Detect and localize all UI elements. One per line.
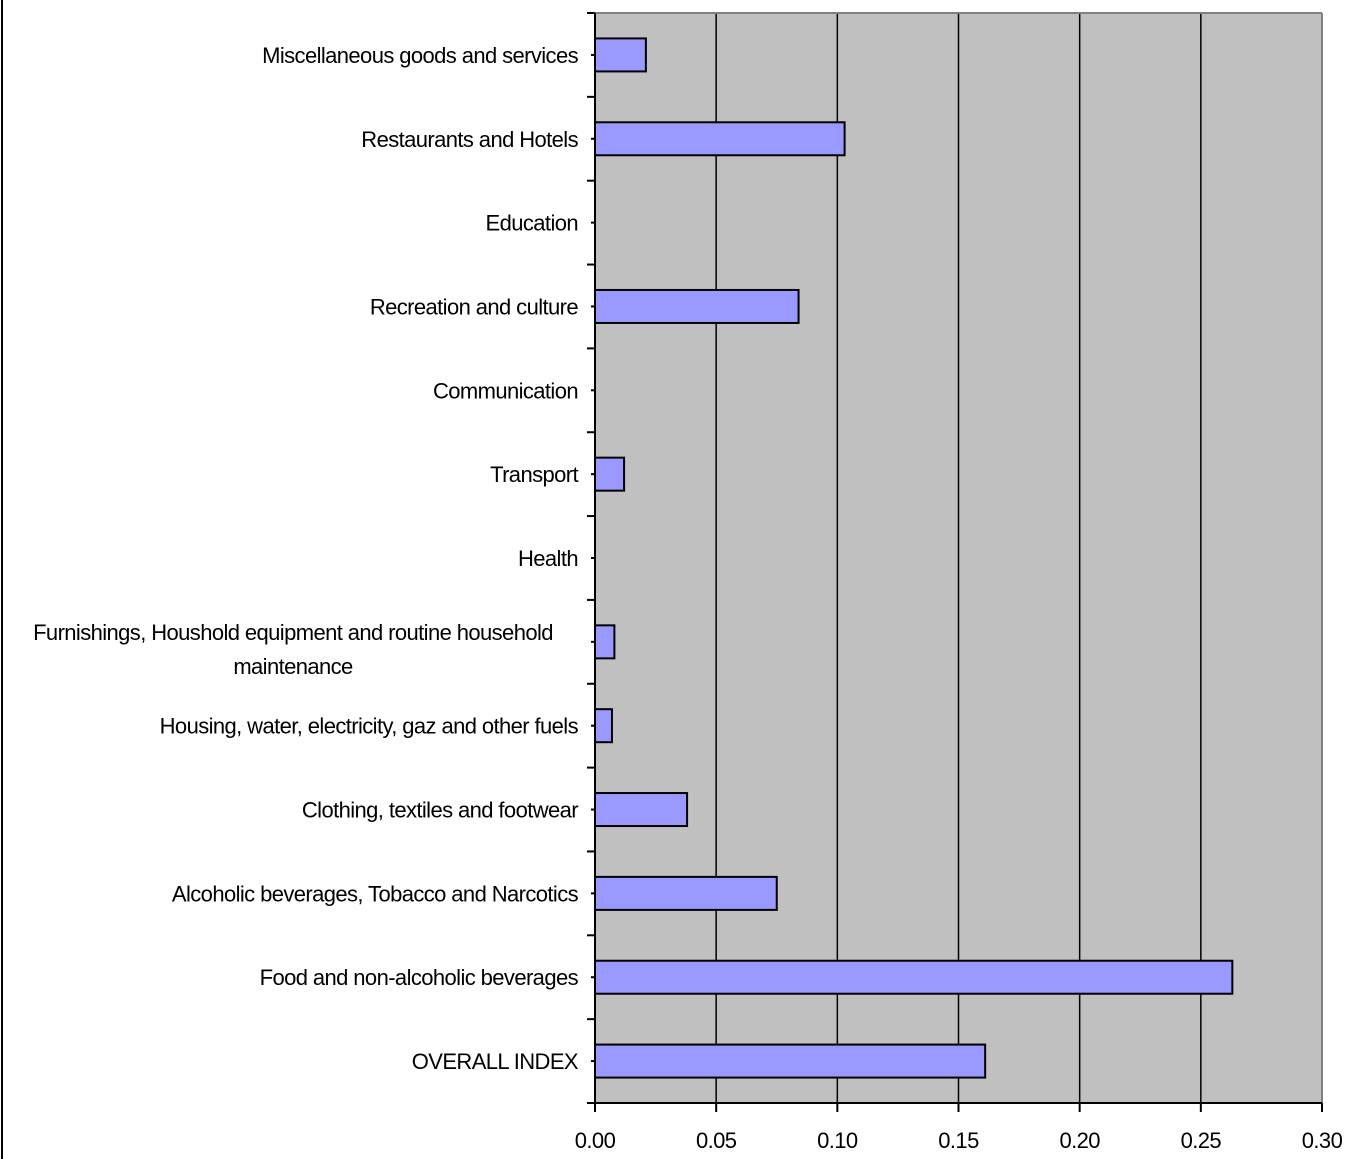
gridlines xyxy=(595,12,1323,1103)
category-label: Clothing, textiles and footwear xyxy=(302,798,578,823)
category-label: Transport xyxy=(490,462,578,487)
bar xyxy=(594,875,778,911)
x-tick-label: 0.20 xyxy=(1059,1128,1100,1153)
bar xyxy=(594,121,846,157)
bar xyxy=(594,37,647,73)
bar xyxy=(594,792,689,828)
category-label: Communication xyxy=(433,378,578,403)
bar xyxy=(594,1043,987,1079)
category-label: Miscellaneous goods and services xyxy=(262,43,578,68)
bar xyxy=(594,288,800,324)
axes xyxy=(587,12,1323,1112)
x-tick-labels: 0.00 0.05 0.10 0.15 0.20 0.25 0.30 xyxy=(575,1128,1343,1153)
x-tick-label: 0.00 xyxy=(575,1128,616,1153)
category-label: Recreation and culture xyxy=(370,294,579,319)
category-labels: Miscellaneous goods and services Restaura… xyxy=(33,43,579,1074)
category-label: Housing, water, electricity, gaz and oth… xyxy=(160,714,579,739)
x-tick-label: 0.15 xyxy=(938,1128,979,1153)
category-label: Education xyxy=(486,211,578,236)
category-label: OVERALL INDEX xyxy=(412,1049,579,1074)
bar xyxy=(594,624,616,660)
category-label: Health xyxy=(518,546,578,571)
bar xyxy=(594,708,613,744)
x-tick-label: 0.25 xyxy=(1181,1128,1222,1153)
category-label: Alcoholic beverages, Tobacco and Narcoti… xyxy=(172,881,579,906)
x-tick-label: 0.30 xyxy=(1302,1128,1343,1153)
bar xyxy=(594,456,626,492)
category-label: Furnishings, Houshold equipment and rout… xyxy=(33,620,553,679)
category-label: Restaurants and Hotels xyxy=(361,127,578,152)
bar xyxy=(594,959,1234,995)
x-tick-label: 0.10 xyxy=(817,1128,858,1153)
x-tick-label: 0.05 xyxy=(696,1128,737,1153)
category-label: Food and non-alcoholic beverages xyxy=(260,965,579,990)
